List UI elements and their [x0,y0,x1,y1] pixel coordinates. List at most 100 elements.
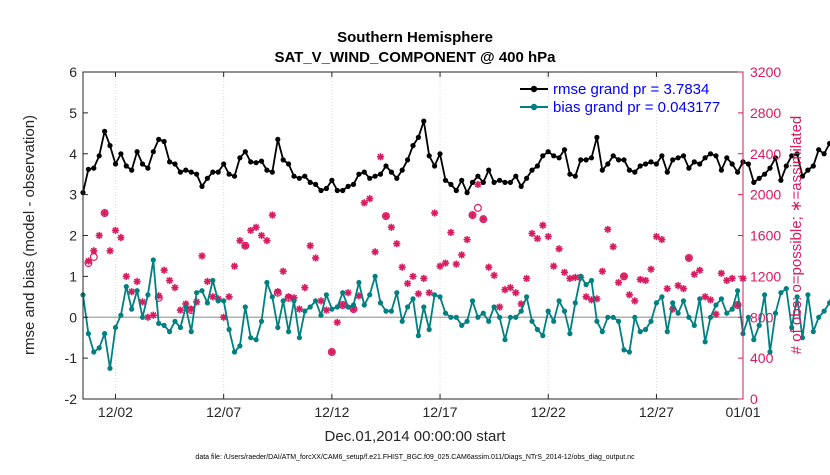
obs-assimilated-marker [604,225,612,233]
obs-assimilated-marker [550,262,558,270]
obs-assimilated-marker [555,245,563,253]
obs-marker-stroke [485,264,492,271]
rmse-data-point [329,177,335,183]
rmse-data-point [318,187,324,194]
obs-assimilated-marker [236,237,244,245]
rmse-data-point [442,177,449,183]
rmse-data-point [334,187,340,194]
obs-assimilated-marker [706,296,715,304]
y-right-tick-label: 0 [750,391,758,407]
rmse-data-point [199,183,205,189]
obs-marker-stroke [610,243,617,250]
obs-assimilated-marker [322,306,331,314]
bias-data-point [123,284,129,290]
obs-assimilated-marker [160,266,168,274]
obs-marker-stroke [550,262,557,270]
bias-data-point [167,329,173,335]
bias-data-point [356,279,362,286]
x-tick-label: 12/02 [98,404,133,420]
x-tick-label: 12/12 [314,404,349,420]
obs-marker-stroke [339,301,346,309]
obs-assimilated-marker [614,278,623,287]
bias-data-point [334,304,340,310]
rmse-data-point [183,167,189,173]
rmse-data-point [253,160,259,166]
y-axis-ticks: -2 -1 0 1 2 3 4 5 6 [65,64,88,407]
obs-marker-stroke [426,289,433,296]
bias-data-point [821,308,827,314]
obs-marker-stroke [480,215,487,223]
bias-data-point [139,314,146,320]
bias-data-point [497,314,503,320]
rmse-data-point [264,167,270,173]
bias-data-point [286,329,292,335]
obs-assimilated-marker [485,263,493,271]
bias-data-point [767,349,773,355]
y-tick-label: 5 [69,105,77,121]
obs-marker-stroke [534,235,541,242]
bias-data-point [475,314,481,320]
chart-title: Southern Hemisphere [337,29,493,46]
y-right-tick-label: 800 [750,309,774,325]
obs-assimilated-marker [533,234,542,243]
obs-marker-stroke [496,303,503,311]
bias-data-point [253,337,259,343]
rmse-data-point [204,175,210,181]
bias-data-point [204,300,210,306]
bias-data-point [637,329,643,335]
bias-data-point [258,318,265,324]
obs-marker-stroke [620,273,628,280]
bias-data-point [453,314,459,320]
rmse-data-point [680,153,687,159]
obs-assimilated-marker [328,348,336,356]
obs-marker-stroke [150,312,157,319]
obs-assimilated-marker [128,288,136,296]
rmse-data-point [226,171,232,177]
obs-marker-stroke [334,319,341,326]
bias-data-point [507,314,513,320]
rmse-data-point [167,159,173,165]
obs-marker-stroke [144,314,152,321]
bias-data-point [134,288,140,294]
rmse-data-point [85,166,91,172]
obs-assimilated-marker [171,284,179,292]
obs-assimilated-marker [685,254,693,262]
bias-data-point [680,298,687,304]
obs-assimilated-marker [225,293,233,301]
obs-assimilated-marker [625,291,633,299]
obs-marker-stroke [166,277,173,284]
obs-assimilated-marker [317,297,325,305]
rmse-data-point [156,136,162,142]
rmse-data-point [415,134,421,140]
obs-assimilated-marker [247,226,255,234]
bias-data-point [345,304,351,310]
obs-assimilated-marker [436,262,444,270]
bias-data-point [199,288,205,294]
rmse-data-point [583,157,589,163]
rmse-data-point [399,167,405,173]
obs-marker-stroke [258,232,265,239]
rmse-data-point [707,151,714,157]
obs-assimilated-marker [728,274,736,283]
obs-marker-stroke [599,268,606,275]
rmse-data-point [426,153,432,159]
bias-data-point [751,337,757,343]
bias-data-point [659,294,665,300]
rmse-data-point [675,155,681,161]
obs-marker-stroke [626,291,633,298]
rmse-data-point [653,161,660,167]
obs-assimilated-marker [663,285,671,293]
rmse-data-point [177,169,183,175]
obs-assimilated-marker [279,267,287,275]
bias-data-point [188,329,194,335]
rmse-data-point [280,157,286,163]
rmse-data-point [356,171,362,177]
bias-data-point [194,290,200,296]
obs-assimilated-marker [117,233,125,242]
bias-data-point [469,298,476,304]
bias-data-point [415,333,421,339]
obs-marker-stroke [344,289,352,296]
rmse-data-point [518,183,524,189]
rmse-data-point [486,167,492,173]
